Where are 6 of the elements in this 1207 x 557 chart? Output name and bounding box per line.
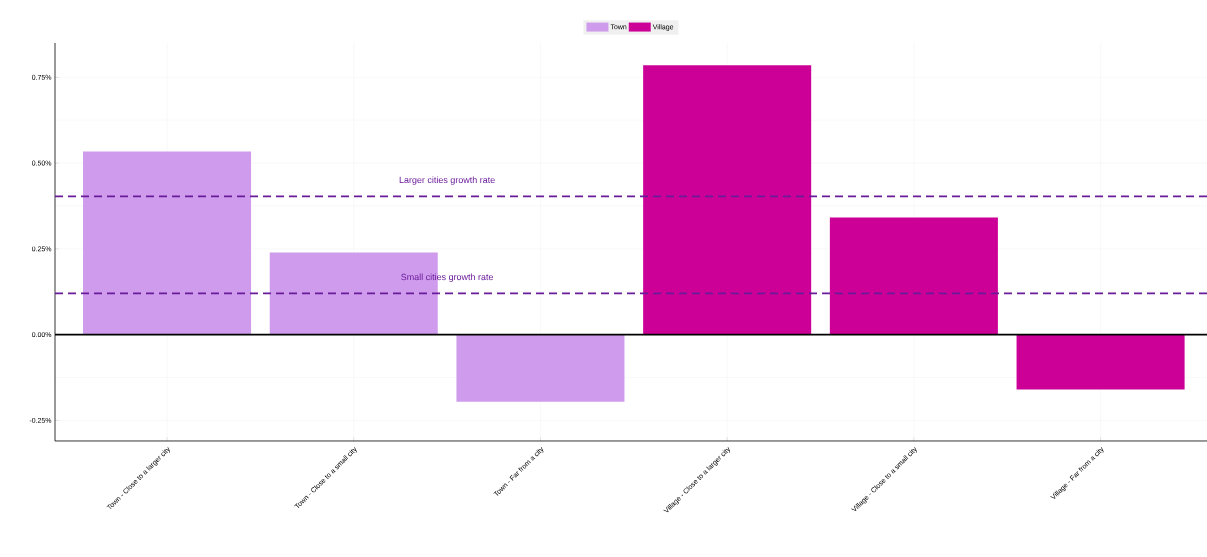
- bar: [456, 334, 625, 402]
- ref-line-label: Larger cities growth rate: [399, 176, 495, 185]
- bar: [1016, 334, 1185, 390]
- bar: [83, 151, 252, 335]
- bar: [829, 217, 998, 335]
- bar: [643, 65, 812, 335]
